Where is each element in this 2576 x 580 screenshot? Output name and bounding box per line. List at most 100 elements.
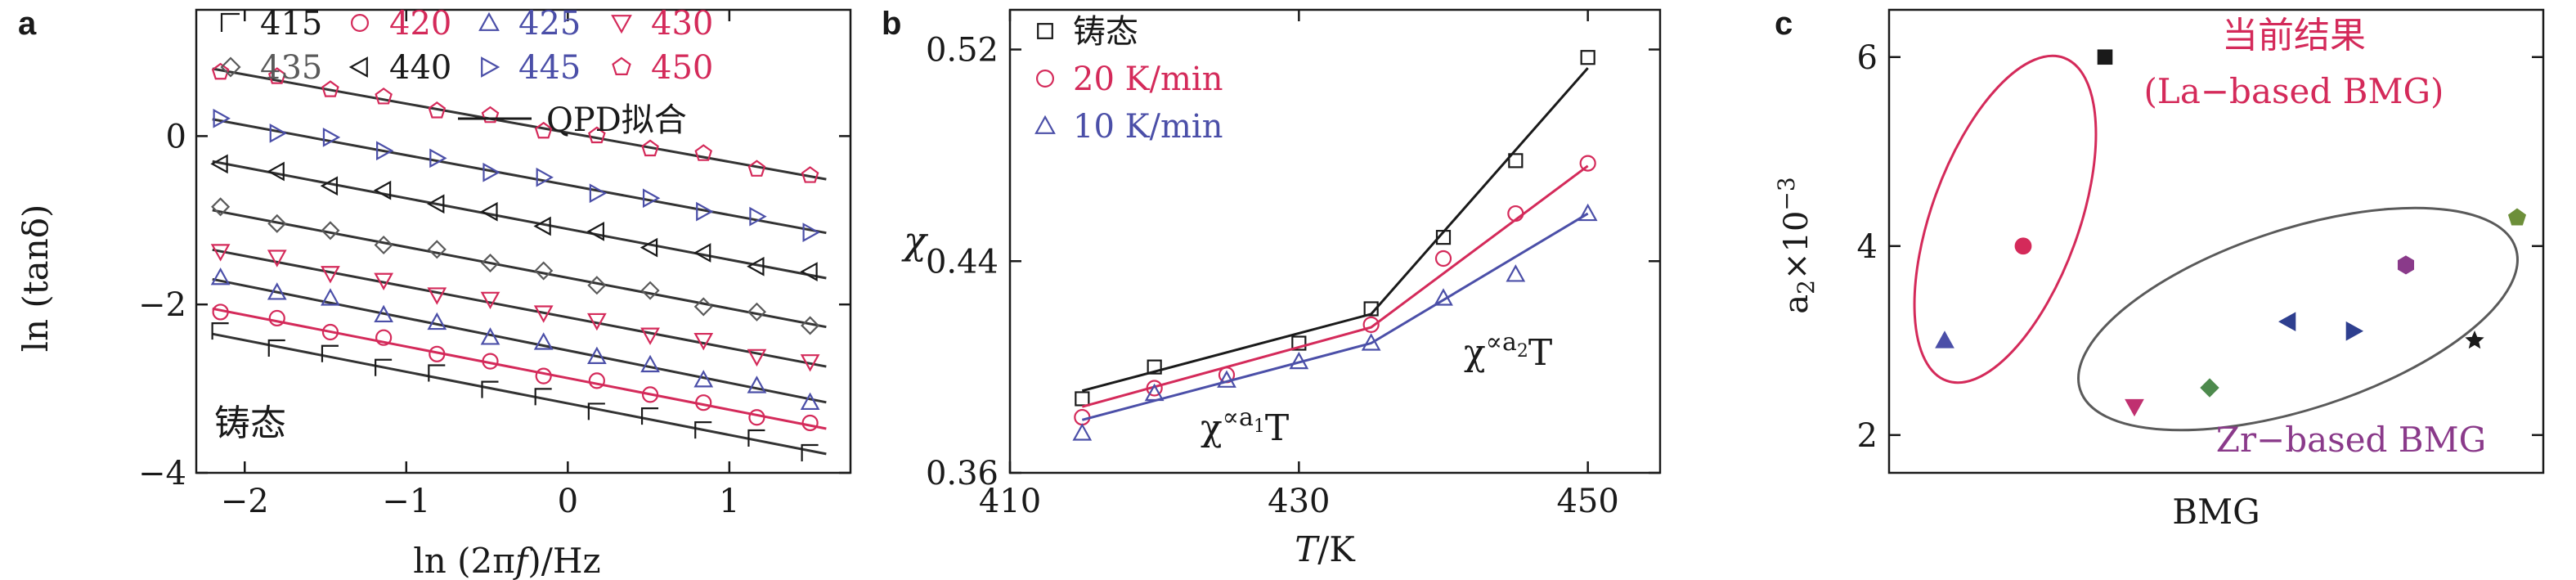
panel-a-frame [195, 8, 852, 474]
point-铸态 [1363, 301, 1379, 317]
point-20 K/min [1507, 205, 1524, 223]
panel-c-frame [1887, 8, 2545, 474]
point-435 [374, 235, 393, 255]
point-10 K/min [1361, 333, 1381, 351]
point-435 [693, 297, 713, 317]
point-440 [586, 221, 604, 241]
x-tick-label: 1 [719, 483, 739, 520]
legend-label-450: 450 [651, 49, 713, 87]
point-440 [693, 243, 711, 263]
legend-marker-445 [481, 56, 500, 78]
legend-label-435: 435 [260, 49, 322, 87]
point-445 [376, 141, 394, 161]
legend-label-420: 420 [389, 5, 451, 43]
point-440 [533, 216, 551, 236]
point-420 [801, 414, 819, 432]
point-415 [375, 358, 393, 376]
panel-b-data [1072, 50, 1598, 441]
point-425 [480, 327, 500, 345]
legend-marker-420 [351, 14, 370, 32]
point-415 [321, 344, 339, 362]
point-415 [428, 364, 446, 382]
point-420 [482, 353, 499, 370]
point-6 [2278, 312, 2296, 332]
point-415 [534, 388, 552, 406]
point-445 [429, 148, 447, 169]
point-铸态 [1147, 359, 1162, 375]
panel-a-xlabel: ln (2πf)/Hz [413, 541, 600, 580]
point-430 [374, 272, 394, 290]
point-420 [641, 386, 659, 403]
panel-b-annotation-right: χ∝a2T [1464, 328, 1552, 374]
point-20 K/min [1434, 250, 1452, 268]
point-415 [267, 339, 285, 357]
point-450 [211, 62, 230, 80]
point-7 [2345, 321, 2364, 341]
point-440 [210, 154, 228, 174]
point-铸态 [1075, 391, 1090, 407]
point-440 [480, 201, 498, 222]
point-10 K/min [1506, 264, 1526, 282]
point-440 [427, 194, 445, 214]
x-tick-label: 430 [1268, 483, 1330, 520]
point-440 [800, 262, 818, 281]
fit-line-铸态 [1081, 67, 1589, 393]
point-10 K/min [1144, 383, 1165, 402]
panel-c-data [1935, 49, 2527, 417]
point-20 K/min [1074, 408, 1091, 426]
point-430 [640, 327, 660, 345]
point-20 K/min [1146, 380, 1163, 397]
legend-label-440: 440 [389, 49, 451, 87]
panel-c-ylabel: a2×10−3 [1773, 177, 1820, 313]
point-4 [2125, 398, 2144, 417]
point-450 [747, 160, 766, 177]
panel-label-c: c [1775, 6, 1793, 42]
legend-marker-435 [220, 56, 241, 78]
point-10 K/min [1217, 370, 1236, 388]
point-415 [694, 421, 712, 439]
point-10 K/min [1577, 203, 1598, 222]
point-425 [587, 346, 607, 364]
x-tick-label: 410 [979, 483, 1041, 520]
point-445 [802, 223, 820, 242]
panel-c-annotation-zr: Zr−based BMG [2216, 420, 2486, 460]
panel-a-legend: 415 420 425 430 435 440 445 450 QPD拟合 [220, 5, 713, 139]
point-425 [374, 304, 394, 323]
point-420 [429, 345, 446, 362]
point-430 [210, 244, 231, 262]
panel-a-ylabel: ln (tanδ) [16, 205, 56, 353]
point-20 K/min [1579, 155, 1596, 172]
panel-b: b 410 430 450 0.36 0.44 0.52 铸态 20 K/min 10 K/m… [882, 6, 1662, 569]
panel-c: c 2 4 6 当前结果 (La−based BMG) Zr−based BMG a… [1773, 6, 2545, 532]
point-440 [747, 256, 765, 277]
point-440 [320, 176, 339, 196]
legend-label-415: 415 [260, 5, 322, 43]
point-425 [267, 282, 287, 300]
point-2 [2014, 237, 2032, 255]
point-435 [427, 240, 447, 259]
legend-marker-20 K/min [1035, 69, 1054, 88]
panel-b-ylabel: χ [901, 218, 929, 263]
point-3 [2097, 49, 2113, 65]
x-tick-label: −1 [382, 483, 430, 520]
legend-label-425: 425 [518, 5, 581, 43]
legend-marker-430 [611, 15, 632, 34]
point-425 [321, 288, 340, 306]
panel-b-annotation-left: χ∝a1T [1200, 403, 1289, 449]
point-435 [801, 316, 820, 335]
legend-label-20 K/min: 20 K/min [1073, 61, 1223, 98]
point-415 [211, 322, 229, 340]
point-10 K/min [1434, 288, 1453, 306]
panel-b-legend: 铸态 20 K/min 10 K/min [1034, 13, 1223, 146]
panel-c-xlabel: BMG [2172, 492, 2260, 532]
point-445 [536, 167, 554, 187]
legend-label-430: 430 [651, 5, 713, 43]
point-铸态 [1291, 335, 1307, 351]
fit-line-420 [212, 307, 827, 430]
point-435 [587, 276, 607, 295]
panel-c-annotation-la-line1: 当前结果 [2222, 15, 2366, 56]
point-425 [747, 375, 767, 393]
point-450 [641, 139, 659, 157]
panel-label-b: b [882, 6, 901, 42]
point-420 [748, 409, 765, 426]
